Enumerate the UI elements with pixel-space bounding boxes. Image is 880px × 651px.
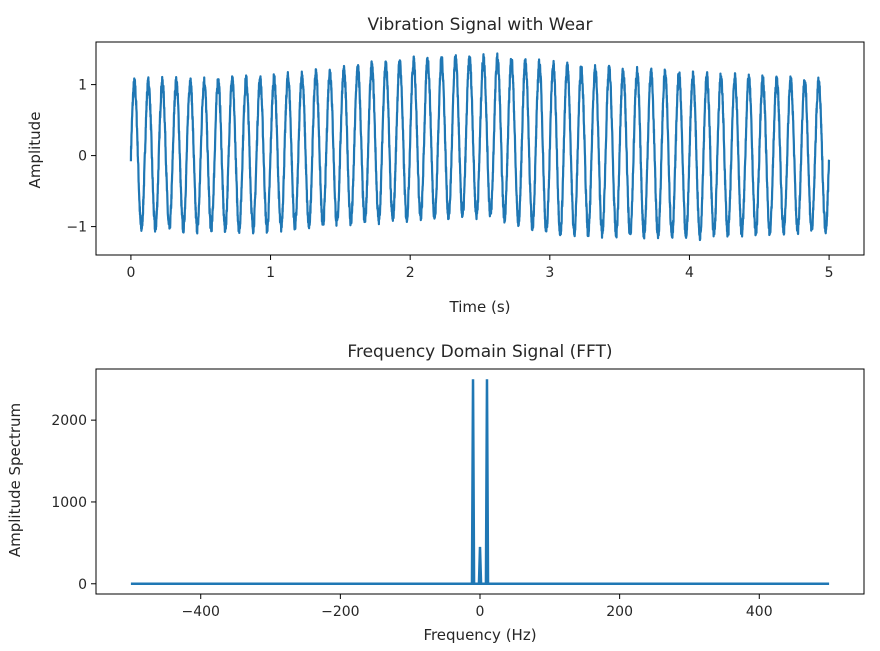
fft-ylabel: Amplitude Spectrum — [6, 403, 24, 557]
y-tick: 1000 — [51, 495, 96, 511]
x-tick: 0 — [126, 255, 135, 281]
vibration-ylabel: Amplitude — [26, 112, 44, 189]
vibration-title: Vibration Signal with Wear — [368, 15, 593, 35]
x-tick: 5 — [825, 255, 834, 281]
y-tick-label: 2000 — [51, 413, 87, 429]
y-tick-label: 0 — [78, 149, 87, 165]
vibration-axes-frame — [95, 41, 865, 256]
y-tick: 0 — [78, 149, 96, 165]
fft-xlabel: Frequency (Hz) — [423, 626, 536, 644]
x-tick: 3 — [545, 255, 554, 281]
x-tick-label: 2 — [406, 265, 415, 281]
y-tick-label: 1 — [78, 78, 87, 94]
x-tick: 1 — [266, 255, 275, 281]
fft-axes: Frequency Domain Signal (FFT) −400 −200 0 2… — [6, 342, 865, 644]
x-tick-label: 5 — [825, 265, 834, 281]
y-tick-label: 1000 — [51, 495, 87, 511]
y-tick: −1 — [66, 220, 96, 236]
x-tick-label: 400 — [746, 604, 773, 620]
vibration-signal-line — [129, 52, 831, 242]
x-tick-label: 3 — [545, 265, 554, 281]
y-tick-label: 0 — [78, 577, 87, 593]
fft-title: Frequency Domain Signal (FFT) — [347, 342, 612, 362]
y-tick-label: −1 — [66, 220, 87, 236]
x-tick: 4 — [685, 255, 694, 281]
y-tick: 0 — [78, 577, 96, 593]
vibration-xlabel: Time (s) — [449, 298, 511, 316]
x-tick: 200 — [606, 594, 633, 620]
x-tick-label: 0 — [126, 265, 135, 281]
x-tick-label: −200 — [321, 604, 359, 620]
x-tick: 400 — [746, 594, 773, 620]
x-tick: 2 — [406, 255, 415, 281]
fft-spectrum-line — [130, 379, 830, 586]
vibration-axes: Vibration Signal with Wear 0 1 2 3 4 5 −1 0 1 Ti… — [26, 15, 865, 316]
x-tick-label: 0 — [476, 604, 485, 620]
x-tick-label: −400 — [182, 604, 220, 620]
x-tick: 0 — [476, 594, 485, 620]
x-tick-label: 200 — [606, 604, 633, 620]
x-tick-label: 1 — [266, 265, 275, 281]
y-tick: 1 — [78, 78, 96, 94]
x-tick: −400 — [182, 594, 220, 620]
x-tick: −200 — [321, 594, 360, 620]
x-tick-label: 4 — [685, 265, 694, 281]
y-tick: 2000 — [51, 413, 96, 429]
